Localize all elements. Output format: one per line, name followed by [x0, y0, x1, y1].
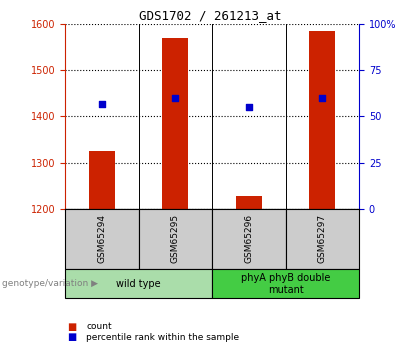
Bar: [236, 196, 262, 209]
Text: GDS1702 / 261213_at: GDS1702 / 261213_at: [139, 9, 281, 22]
Point: [98, 101, 105, 106]
Text: phyA phyB double
mutant: phyA phyB double mutant: [241, 273, 330, 295]
Text: wild type: wild type: [116, 279, 161, 289]
Bar: [310, 31, 335, 209]
Point: [319, 95, 326, 101]
Text: percentile rank within the sample: percentile rank within the sample: [86, 333, 239, 342]
Text: ■: ■: [67, 333, 76, 342]
Point: [245, 105, 252, 110]
Text: genotype/variation ▶: genotype/variation ▶: [2, 279, 98, 288]
Text: count: count: [86, 322, 112, 331]
Bar: [163, 38, 188, 209]
Text: GSM65296: GSM65296: [244, 214, 253, 264]
Text: GSM65294: GSM65294: [97, 214, 106, 264]
Point: [172, 95, 179, 101]
Bar: [89, 151, 115, 209]
Text: ■: ■: [67, 322, 76, 332]
Text: GSM65295: GSM65295: [171, 214, 180, 264]
Text: GSM65297: GSM65297: [318, 214, 327, 264]
